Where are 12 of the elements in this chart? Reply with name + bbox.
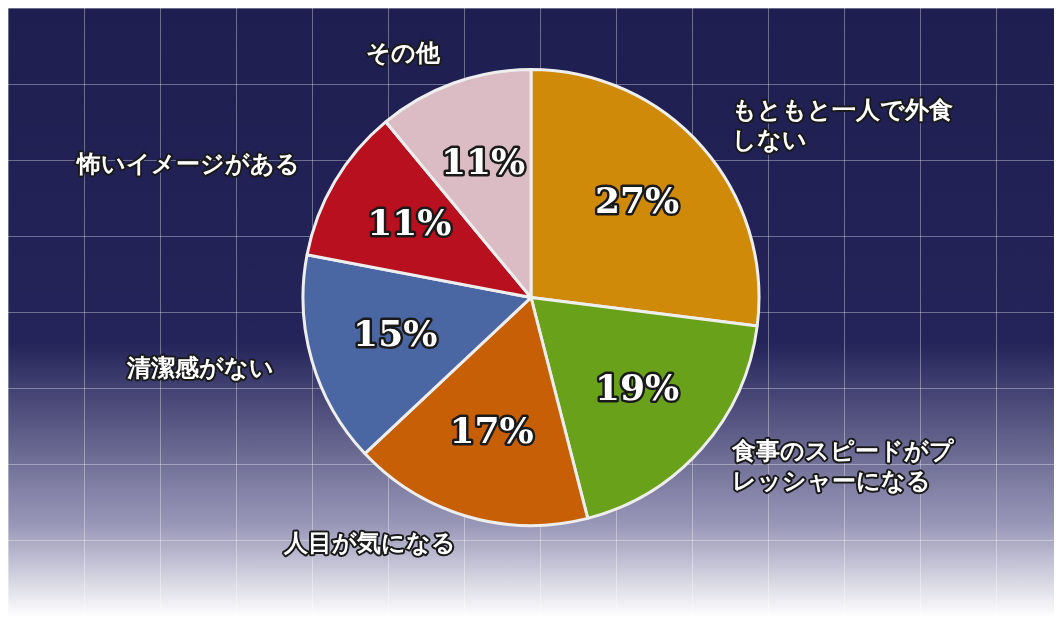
data-label: 19% [594,366,680,409]
slice-label: 怖いイメージがある [75,150,301,179]
data-label: 15% [353,312,438,355]
slice-label: もともと一人で外食しない [732,96,954,155]
data-label: 17% [449,408,534,451]
slice-label: 人目が気になる [283,529,457,558]
slice-label: 清潔感がない [125,353,274,382]
slice-label: 食事のスピードがプレッシャーになる [731,437,956,496]
slice-label: その他 [366,38,442,67]
data-label: 11% [440,139,526,182]
data-label: 27% [594,179,680,222]
data-label: 11% [367,200,452,243]
